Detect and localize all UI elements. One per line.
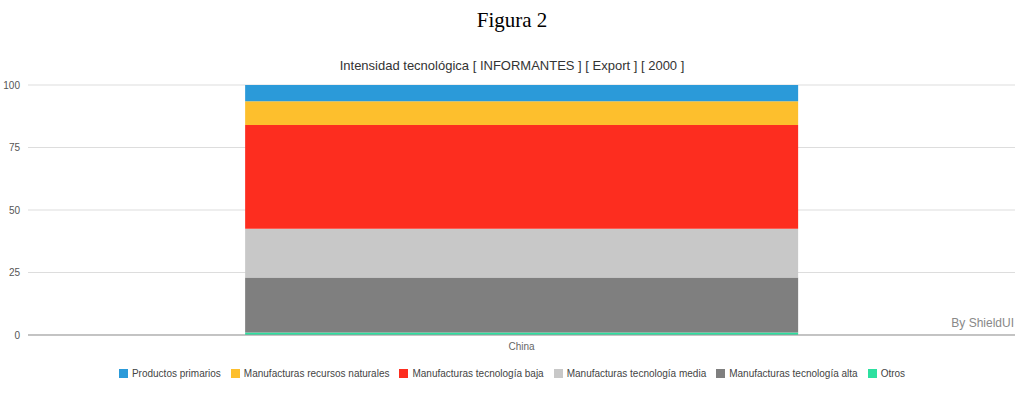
svg-text:75: 75 — [9, 142, 21, 153]
svg-text:0: 0 — [14, 330, 20, 341]
html-text:Manufacturas recursos naturale: Manufacturas recursos naturales — [243, 368, 390, 379]
svg-text:China: China — [508, 341, 535, 352]
html-text:Manufacturas tecnología alta: Manufacturas tecnología alta — [729, 368, 858, 379]
html-text:Figura 2: Figura 2 — [476, 8, 548, 32]
html-text:Otros: Otros — [880, 368, 906, 379]
svg-text:50: 50 — [9, 205, 21, 216]
svg-text:100: 100 — [8, 80, 20, 91]
html-text:By ShieldUI: By ShieldUI — [951, 316, 1014, 330]
svg-text:25: 25 — [9, 267, 21, 278]
html-text:Manufacturas tecnología baja: Manufacturas tecnología baja — [412, 368, 544, 379]
html-text:Productos primarios: Productos primarios — [131, 368, 221, 379]
html-text:Intensidad tecnológica [ INFOR: Intensidad tecnológica [ INFORMANTES ] [… — [339, 58, 685, 73]
html-text:Manufacturas tecnología media: Manufacturas tecnología media — [566, 368, 707, 379]
